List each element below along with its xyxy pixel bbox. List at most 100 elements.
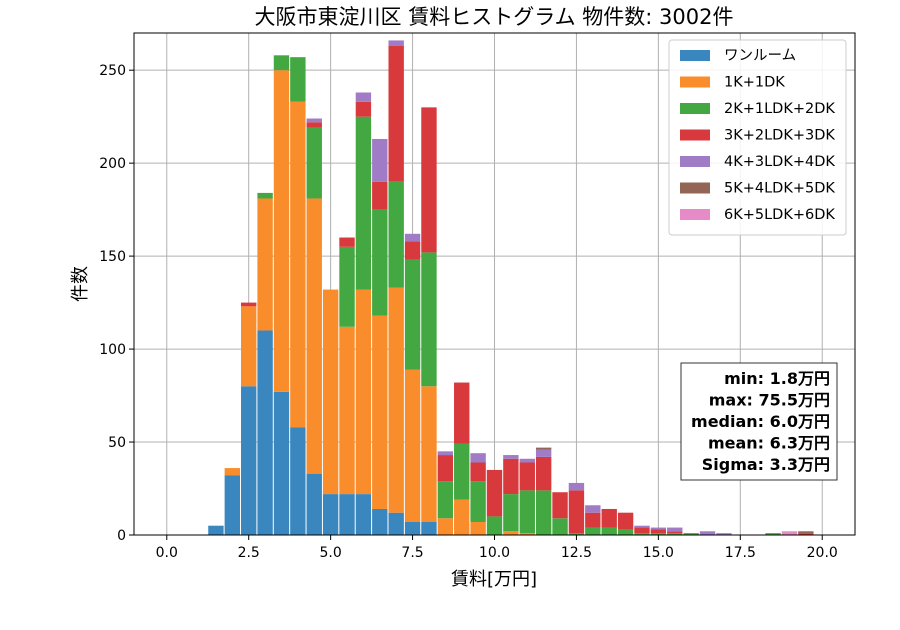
bar-segment-series-2: [683, 533, 699, 535]
bar-segment-series-2: [454, 443, 470, 500]
legend-swatch: [680, 156, 710, 167]
bar-segment-series-3: [388, 46, 404, 182]
stats-line: median: 6.0万円: [691, 412, 830, 431]
y-tick-label: 200: [99, 156, 126, 172]
bar-segment-series-4: [667, 527, 683, 532]
bar-segment-series-4: [470, 453, 486, 463]
legend-label: 6K+5LDK+6DK: [724, 207, 835, 223]
bar-segment-series-3: [355, 101, 372, 117]
bar-segment-series-1: [339, 326, 355, 495]
legend-swatch: [680, 103, 710, 114]
bar-segment-series-1: [372, 315, 388, 509]
y-tick-label: 150: [99, 249, 126, 265]
bar-segment-series-3: [667, 531, 683, 534]
bar-segment-series-3: [470, 462, 486, 482]
bar-segment-series-2: [650, 533, 667, 535]
bar-segment-series-2: [306, 127, 322, 199]
bar-segment-series-1: [290, 101, 306, 428]
y-tick-label: 0: [117, 528, 126, 544]
stats-box: min: 1.8万円 max: 75.5万円 median: 6.0万円 mean: …: [680, 362, 838, 481]
bar-segment-series-5: [798, 531, 814, 534]
bar-segment-series-1: [355, 289, 372, 495]
bar-segment-series-1: [306, 198, 322, 474]
bar-segment-series-1: [257, 198, 273, 331]
bar-segment-series-3: [634, 527, 650, 534]
bar-segment-series-1: [421, 386, 437, 522]
bar-segment-series-5: [535, 447, 552, 450]
bar-segment-series-2: [421, 252, 437, 387]
legend-swatch: [680, 76, 710, 88]
bar-segment-series-1: [519, 533, 535, 535]
x-axis-label: 賃料[万円]: [451, 569, 537, 590]
bar-segment-series-1: [224, 468, 241, 476]
bar-segment-series-0: [421, 521, 437, 535]
bar-segment-series-1: [322, 289, 339, 495]
bar-segment-series-2: [568, 533, 585, 535]
x-tick-label: 2.5: [238, 545, 260, 561]
stats-line: mean: 6.3万円: [708, 434, 830, 453]
bar-segment-series-3: [601, 508, 617, 528]
y-tick-label: 250: [99, 63, 126, 79]
x-axis-ticks: 0.0 2.5 5.0 7.5 10.0 12.5 15.0 17.5 20.0: [156, 535, 838, 561]
bar-segment-series-4: [699, 531, 716, 535]
bar-segment-series-1: [437, 518, 454, 535]
stats-frame: [680, 362, 838, 481]
y-tick-label: 50: [108, 435, 126, 451]
bar-segment-series-0: [257, 330, 273, 535]
x-tick-label: 12.5: [561, 545, 592, 561]
bar-segment-series-2: [273, 55, 290, 71]
x-tick-label: 7.5: [401, 545, 423, 561]
bar-segment-series-2: [372, 209, 388, 316]
bar-segment-series-2: [617, 529, 634, 535]
bar-segment-series-3: [454, 382, 470, 444]
chart-title: 大阪市東淀川区 賃料ヒストグラム 物件数: 3002件: [255, 5, 734, 29]
bar-segment-series-2: [388, 181, 404, 288]
bar-segment-series-0: [224, 475, 241, 535]
bar-segment-series-1: [454, 499, 470, 535]
y-axis-ticks: 0 50 100 150 200 250: [99, 63, 134, 544]
bar-segment-series-2: [470, 481, 486, 522]
bar-segment-series-2: [667, 533, 683, 535]
bar-segment-series-4: [437, 451, 454, 456]
bar-segment-series-4: [535, 449, 552, 457]
bar-segment-series-3: [503, 458, 519, 495]
bar-segment-series-4: [650, 527, 667, 530]
bar-segment-series-3: [241, 302, 257, 307]
bar-segment-series-4: [372, 138, 388, 182]
legend-frame: [668, 39, 847, 236]
bar-segment-series-0: [241, 386, 257, 535]
bar-segment-series-3: [339, 237, 355, 247]
bar-segment-series-3: [798, 533, 814, 535]
bar-segment-series-3: [404, 241, 421, 260]
bar-segment-series-3: [535, 456, 552, 491]
bar-segment-series-3: [519, 462, 535, 491]
bar-segment-series-1: [470, 521, 486, 535]
legend-swatch: [680, 209, 710, 220]
bar-segment-series-1: [404, 369, 421, 522]
bar-segment-series-0: [290, 427, 306, 535]
bar-segment-series-3: [650, 529, 667, 534]
bar-segment-series-4: [404, 233, 421, 242]
bar-segment-series-0: [388, 512, 404, 535]
stats-line: max: 75.5万円: [709, 391, 830, 410]
bar-segment-series-1: [503, 531, 519, 535]
bar-segment-series-4: [585, 505, 601, 513]
bar-segment-series-0: [306, 473, 322, 535]
bar-segment-series-2: [257, 192, 273, 199]
bar-segment-series-2: [290, 57, 306, 102]
bars-group: [208, 40, 814, 535]
legend-label: ワンルーム: [724, 48, 796, 64]
x-tick-label: 17.5: [725, 545, 756, 561]
bar-segment-series-1: [273, 70, 290, 392]
bar-segment-series-0: [355, 494, 372, 535]
legend-label: 3K+2LDK+3DK: [724, 128, 835, 144]
legend-swatch: [680, 50, 710, 61]
bar-segment-series-4: [355, 92, 372, 102]
x-tick-label: 10.0: [479, 545, 510, 561]
bar-segment-series-0: [404, 521, 421, 535]
bar-segment-series-2: [765, 533, 781, 535]
bar-segment-series-3: [585, 512, 601, 528]
x-tick-label: 15.0: [643, 545, 674, 561]
bar-segment-series-3: [617, 512, 634, 530]
bar-segment-series-2: [355, 116, 372, 290]
